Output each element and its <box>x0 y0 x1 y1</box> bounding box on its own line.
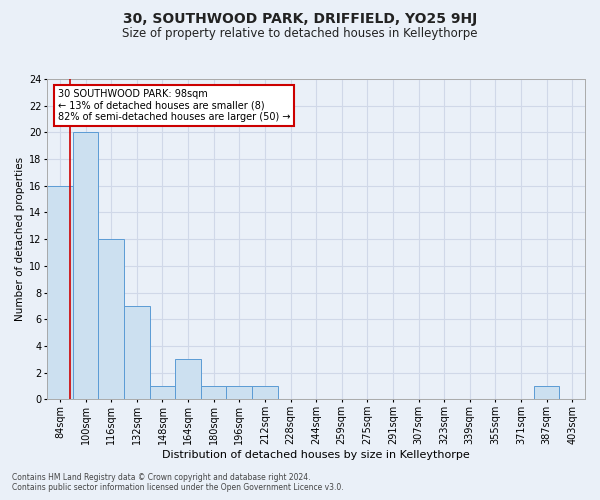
Bar <box>98 239 124 400</box>
Bar <box>73 132 98 400</box>
Text: 30, SOUTHWOOD PARK, DRIFFIELD, YO25 9HJ: 30, SOUTHWOOD PARK, DRIFFIELD, YO25 9HJ <box>123 12 477 26</box>
Bar <box>149 386 175 400</box>
Bar <box>226 386 252 400</box>
Text: Size of property relative to detached houses in Kelleythorpe: Size of property relative to detached ho… <box>122 28 478 40</box>
Text: Contains public sector information licensed under the Open Government Licence v3: Contains public sector information licen… <box>12 484 344 492</box>
Bar <box>124 306 149 400</box>
Text: 30 SOUTHWOOD PARK: 98sqm
← 13% of detached houses are smaller (8)
82% of semi-de: 30 SOUTHWOOD PARK: 98sqm ← 13% of detach… <box>58 88 290 122</box>
Y-axis label: Number of detached properties: Number of detached properties <box>15 157 25 322</box>
X-axis label: Distribution of detached houses by size in Kelleythorpe: Distribution of detached houses by size … <box>162 450 470 460</box>
Bar <box>175 360 201 400</box>
Bar <box>47 186 73 400</box>
Bar <box>252 386 278 400</box>
Bar <box>534 386 559 400</box>
Bar <box>201 386 226 400</box>
Text: Contains HM Land Registry data © Crown copyright and database right 2024.: Contains HM Land Registry data © Crown c… <box>12 474 311 482</box>
